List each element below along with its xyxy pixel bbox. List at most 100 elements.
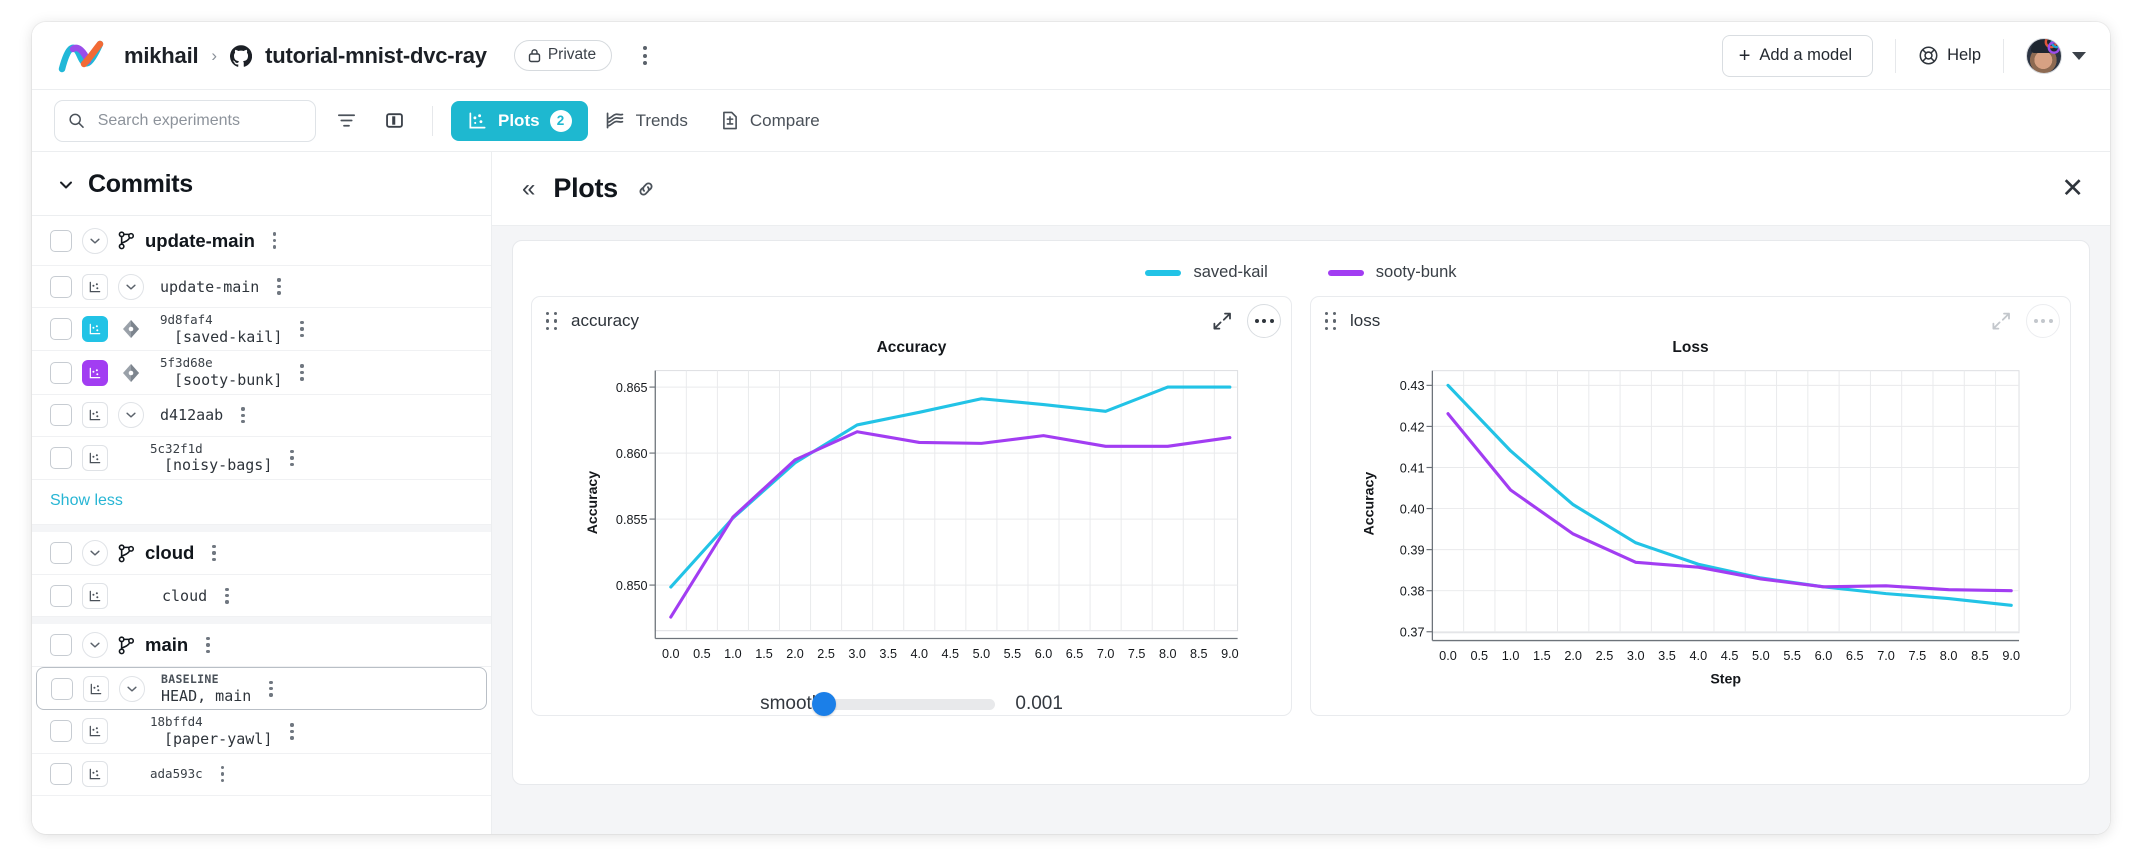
plot-toggle-icon[interactable] bbox=[82, 444, 108, 471]
row-checkbox[interactable] bbox=[50, 542, 72, 565]
smooth-slider-track[interactable] bbox=[812, 692, 996, 716]
row-overflow-menu-icon[interactable] bbox=[206, 637, 210, 654]
row-overflow-menu-icon[interactable] bbox=[241, 407, 245, 424]
drag-handle-icon[interactable] bbox=[546, 312, 558, 330]
help-button[interactable]: Help bbox=[1918, 45, 1981, 66]
row-checkbox[interactable] bbox=[50, 584, 72, 607]
drag-handle-icon[interactable] bbox=[1325, 312, 1337, 330]
svg-text:8.5: 8.5 bbox=[1190, 647, 1208, 661]
commit-name: [noisy-bags] bbox=[164, 456, 273, 475]
link-icon[interactable] bbox=[636, 179, 656, 199]
expand-chevron-icon[interactable] bbox=[118, 273, 144, 300]
commit-name: [sooty-bunk] bbox=[174, 371, 283, 389]
sidebar-commit-18bffd4[interactable]: 18bffd4 [paper-yawl] bbox=[32, 710, 491, 754]
plot-toggle-icon[interactable] bbox=[83, 675, 109, 702]
row-overflow-menu-icon[interactable] bbox=[290, 449, 294, 467]
row-overflow-menu-icon[interactable] bbox=[272, 232, 277, 249]
chevron-down-icon[interactable] bbox=[58, 177, 74, 193]
sidebar-commit-9d8faf4[interactable]: 9d8faf4 [saved-kail] bbox=[32, 308, 491, 352]
row-checkbox[interactable] bbox=[50, 634, 72, 657]
close-icon[interactable]: ✕ bbox=[2061, 173, 2084, 203]
commit-sha: 5f3d68e bbox=[160, 355, 213, 371]
breadcrumb-owner[interactable]: mikhail bbox=[124, 42, 199, 68]
row-overflow-menu-icon[interactable] bbox=[290, 723, 294, 740]
sidebar-commit-5c32f1d[interactable]: 5c32f1d [noisy-bags] bbox=[32, 437, 491, 481]
plot-toggle-icon[interactable] bbox=[82, 761, 108, 788]
sidebar-baseline-head-main[interactable]: BASELINE HEAD, main bbox=[36, 667, 487, 711]
sidebar-experiment-cloud[interactable]: cloud bbox=[32, 575, 491, 618]
expand-chevron-icon[interactable] bbox=[119, 675, 145, 702]
sidebar-branch-cloud[interactable]: cloud bbox=[32, 525, 491, 576]
svg-text:0.41: 0.41 bbox=[1400, 460, 1425, 475]
plot-toggle-icon[interactable] bbox=[82, 273, 108, 300]
tab-compare[interactable]: Compare bbox=[704, 101, 836, 141]
user-menu[interactable] bbox=[2026, 37, 2086, 74]
row-overflow-menu-icon[interactable] bbox=[269, 680, 273, 697]
sidebar-branch-update-main[interactable]: update-main bbox=[32, 216, 491, 266]
tab-trends-label: Trends bbox=[635, 110, 688, 130]
row-overflow-menu-icon[interactable] bbox=[300, 321, 304, 338]
sidebar-branch-main[interactable]: main bbox=[32, 617, 491, 668]
row-overflow-menu-icon[interactable] bbox=[220, 766, 225, 783]
legend-item-saved-kail[interactable]: saved-kail bbox=[1145, 263, 1268, 282]
row-checkbox[interactable] bbox=[50, 446, 72, 469]
filter-icon[interactable] bbox=[328, 103, 364, 139]
columns-icon[interactable] bbox=[376, 103, 412, 139]
expand-chevron-icon[interactable] bbox=[82, 227, 108, 254]
svg-text:4.5: 4.5 bbox=[942, 647, 960, 661]
plot-overflow-menu-icon[interactable] bbox=[1247, 304, 1281, 338]
plot-toggle-icon[interactable] bbox=[82, 582, 108, 609]
row-checkbox[interactable] bbox=[50, 318, 72, 341]
expand-chevron-icon[interactable] bbox=[82, 540, 108, 567]
row-checkbox[interactable] bbox=[50, 229, 72, 252]
svg-text:0.860: 0.860 bbox=[616, 447, 648, 461]
trends-icon bbox=[606, 112, 623, 129]
commits-header[interactable]: Commits bbox=[32, 152, 491, 216]
search-experiments-box[interactable] bbox=[54, 99, 316, 142]
svg-text:0.43: 0.43 bbox=[1400, 378, 1425, 393]
row-overflow-menu-icon[interactable] bbox=[225, 587, 229, 604]
plot-toggle-icon[interactable] bbox=[82, 316, 108, 343]
plot-overflow-menu-icon[interactable] bbox=[2026, 304, 2060, 338]
search-input[interactable] bbox=[95, 110, 302, 131]
tab-trends[interactable]: Trends bbox=[588, 101, 704, 141]
github-icon bbox=[230, 44, 253, 67]
expand-icon[interactable] bbox=[1211, 310, 1233, 332]
row-checkbox[interactable] bbox=[50, 275, 72, 298]
row-checkbox[interactable] bbox=[51, 677, 73, 700]
sidebar-experiment-update-main[interactable]: update-main bbox=[32, 266, 491, 308]
breadcrumb-repo[interactable]: tutorial-mnist-dvc-ray bbox=[265, 42, 487, 68]
row-overflow-menu-icon[interactable] bbox=[300, 364, 304, 381]
page-title: Commits bbox=[88, 170, 193, 198]
plot-toggle-icon[interactable] bbox=[82, 718, 108, 745]
sidebar-experiment-d412aab[interactable]: d412aab bbox=[32, 395, 491, 437]
repo-overflow-menu-icon[interactable] bbox=[643, 46, 648, 65]
tab-plots[interactable]: Plots 2 bbox=[451, 100, 588, 141]
plot-toggle-icon[interactable] bbox=[82, 402, 108, 429]
row-checkbox[interactable] bbox=[50, 404, 72, 427]
row-checkbox[interactable] bbox=[50, 720, 72, 743]
legend-item-sooty-bunk[interactable]: sooty-bunk bbox=[1327, 263, 1457, 282]
svg-text:6.0: 6.0 bbox=[1035, 647, 1053, 661]
smooth-slider-knob[interactable] bbox=[812, 692, 837, 716]
commit-labels: 5c32f1d [noisy-bags] bbox=[118, 441, 272, 475]
row-checkbox[interactable] bbox=[50, 763, 72, 786]
commit-icon bbox=[118, 316, 144, 342]
svg-text:1.5: 1.5 bbox=[1533, 648, 1551, 663]
add-model-button[interactable]: + Add a model bbox=[1721, 34, 1874, 77]
row-overflow-menu-icon[interactable] bbox=[212, 545, 216, 562]
row-checkbox[interactable] bbox=[50, 361, 72, 384]
experiment-label: update-main bbox=[160, 277, 260, 296]
expand-chevron-icon[interactable] bbox=[118, 402, 144, 429]
show-less-button[interactable]: Show less bbox=[32, 480, 491, 526]
app-logo-icon[interactable] bbox=[54, 36, 108, 76]
expand-chevron-icon[interactable] bbox=[82, 632, 108, 659]
sidebar-commit-ada593c[interactable]: ada593c bbox=[32, 754, 491, 796]
collapse-panel-icon[interactable]: « bbox=[522, 174, 536, 202]
sidebar-commit-5f3d68e[interactable]: 5f3d68e [sooty-bunk] bbox=[32, 351, 491, 395]
experiment-label: d412aab bbox=[160, 406, 224, 425]
row-overflow-menu-icon[interactable] bbox=[277, 278, 281, 295]
commits-sidebar: Commits update-main bbox=[32, 152, 492, 834]
plot-toggle-icon[interactable] bbox=[82, 359, 108, 386]
expand-icon[interactable] bbox=[1990, 310, 2012, 332]
